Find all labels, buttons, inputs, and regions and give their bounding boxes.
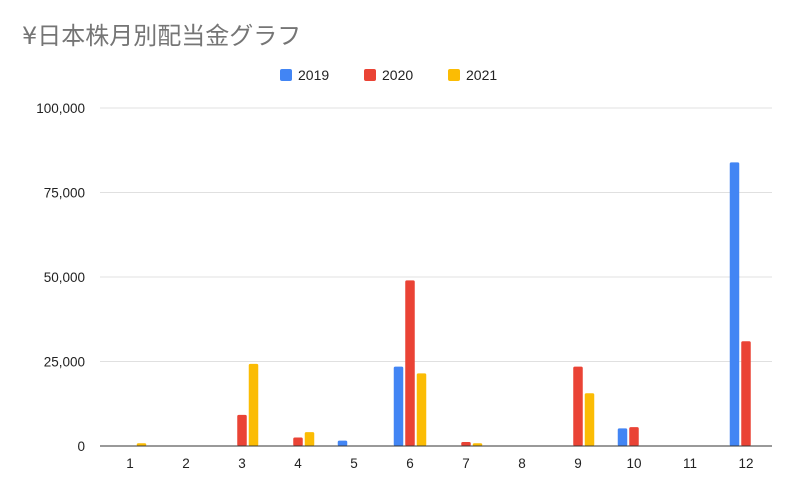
legend-label: 2020 <box>382 67 413 83</box>
legend-label: 2019 <box>298 67 329 83</box>
x-tick-label: 6 <box>406 456 414 471</box>
legend-item-2021: 2021 <box>448 67 497 83</box>
legend: 2019 2020 2021 <box>280 67 497 83</box>
x-tick-label: 4 <box>294 456 302 471</box>
y-tick-label: 75,000 <box>44 186 85 201</box>
x-tick-label: 12 <box>738 456 753 471</box>
bar-2020-9 <box>573 366 583 446</box>
legend-swatch <box>364 69 376 81</box>
bar-2019-6 <box>393 366 404 446</box>
x-tick-label: 2 <box>182 456 190 471</box>
x-tick-label: 8 <box>518 456 526 471</box>
legend-swatch <box>280 69 292 81</box>
bar-2019-12 <box>729 162 740 446</box>
legend-item-2019: 2019 <box>280 67 329 83</box>
x-tick-label: 9 <box>574 456 582 471</box>
bar-2021-6 <box>416 373 427 446</box>
bar-2020-10 <box>629 427 639 446</box>
grid <box>100 107 772 362</box>
x-tick-label: 1 <box>126 456 134 471</box>
bar-2020-3 <box>237 414 247 446</box>
x-axis: 1 2 3 4 5 6 7 8 9 10 11 12 <box>100 445 772 471</box>
x-tick-label: 7 <box>462 456 470 471</box>
x-tick-label: 3 <box>238 456 246 471</box>
x-tick-label: 5 <box>350 456 358 471</box>
bar-2020-7 <box>461 441 471 446</box>
y-tick-label: 25,000 <box>44 355 85 370</box>
y-tick-label: 50,000 <box>44 270 85 285</box>
legend-item-2020: 2020 <box>364 67 413 83</box>
bar-2021-7 <box>472 443 483 446</box>
bar-2019-5 <box>337 440 348 446</box>
bar-2020-4 <box>293 437 303 446</box>
y-axis: 0 25,000 50,000 75,000 100,000 <box>36 101 85 454</box>
bar-2019-10 <box>617 428 628 446</box>
bar-2021-9 <box>584 393 595 446</box>
chart-title: ¥日本株月別配当金グラフ <box>22 22 301 50</box>
bar-2021-4 <box>304 432 315 446</box>
y-tick-label: 100,000 <box>36 101 85 116</box>
bar-2021-3 <box>248 363 259 446</box>
x-tick-label: 11 <box>683 456 697 471</box>
bar-2021-1 <box>136 443 147 446</box>
bar-2020-12 <box>741 341 751 446</box>
x-tick-label: 10 <box>626 456 641 471</box>
legend-label: 2021 <box>466 67 497 83</box>
bars <box>136 162 751 446</box>
legend-swatch <box>448 69 460 81</box>
y-tick-label: 0 <box>77 439 85 454</box>
bar-2020-6 <box>405 280 415 446</box>
